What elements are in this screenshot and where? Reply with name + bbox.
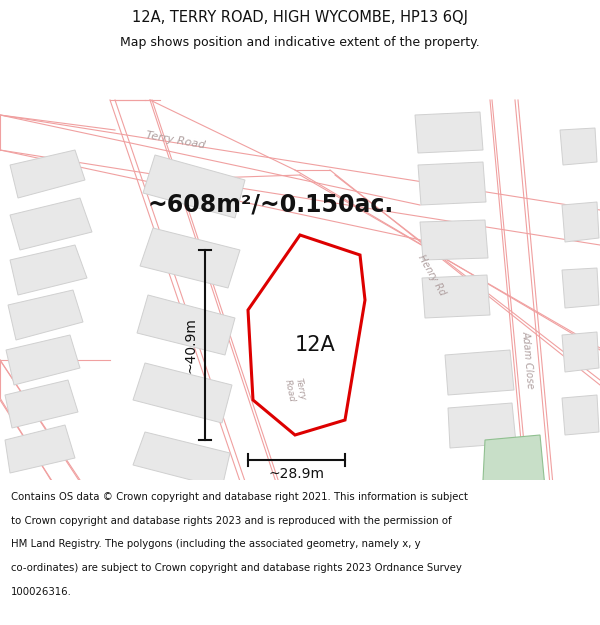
Polygon shape — [5, 380, 78, 428]
Polygon shape — [10, 245, 87, 295]
Text: Terry Road: Terry Road — [145, 130, 205, 150]
Polygon shape — [248, 235, 365, 435]
Text: 100026316.: 100026316. — [11, 588, 71, 598]
Text: Map shows position and indicative extent of the property.: Map shows position and indicative extent… — [120, 36, 480, 49]
Polygon shape — [133, 432, 230, 488]
Polygon shape — [143, 155, 245, 218]
Polygon shape — [133, 363, 232, 423]
Polygon shape — [562, 202, 599, 242]
Text: Adam Close: Adam Close — [520, 331, 536, 389]
Polygon shape — [6, 335, 80, 385]
Text: Contains OS data © Crown copyright and database right 2021. This information is : Contains OS data © Crown copyright and d… — [11, 492, 468, 502]
Polygon shape — [140, 228, 240, 288]
Polygon shape — [445, 350, 514, 395]
Text: ~40.9m: ~40.9m — [184, 317, 198, 373]
Polygon shape — [5, 425, 75, 473]
Text: Terry
Road: Terry Road — [283, 377, 307, 403]
Polygon shape — [137, 295, 235, 355]
Polygon shape — [562, 268, 599, 308]
Text: HM Land Registry. The polygons (including the associated geometry, namely x, y: HM Land Registry. The polygons (includin… — [11, 539, 421, 549]
Text: ~608m²/~0.150ac.: ~608m²/~0.150ac. — [148, 193, 394, 217]
Text: 12A: 12A — [295, 335, 335, 355]
Text: ~28.9m: ~28.9m — [269, 467, 325, 481]
Text: to Crown copyright and database rights 2023 and is reproduced with the permissio: to Crown copyright and database rights 2… — [11, 516, 451, 526]
Polygon shape — [480, 435, 550, 540]
Polygon shape — [420, 220, 488, 260]
Polygon shape — [448, 403, 516, 448]
Polygon shape — [415, 112, 483, 153]
Polygon shape — [562, 395, 599, 435]
Polygon shape — [8, 290, 83, 340]
Text: 12A, TERRY ROAD, HIGH WYCOMBE, HP13 6QJ: 12A, TERRY ROAD, HIGH WYCOMBE, HP13 6QJ — [132, 10, 468, 25]
Polygon shape — [422, 275, 490, 318]
Polygon shape — [10, 198, 92, 250]
Text: co-ordinates) are subject to Crown copyright and database rights 2023 Ordnance S: co-ordinates) are subject to Crown copyr… — [11, 563, 461, 573]
Polygon shape — [560, 128, 597, 165]
Polygon shape — [418, 162, 486, 205]
Polygon shape — [10, 150, 85, 198]
Text: Henry Rd: Henry Rd — [416, 253, 448, 297]
Polygon shape — [562, 332, 599, 372]
